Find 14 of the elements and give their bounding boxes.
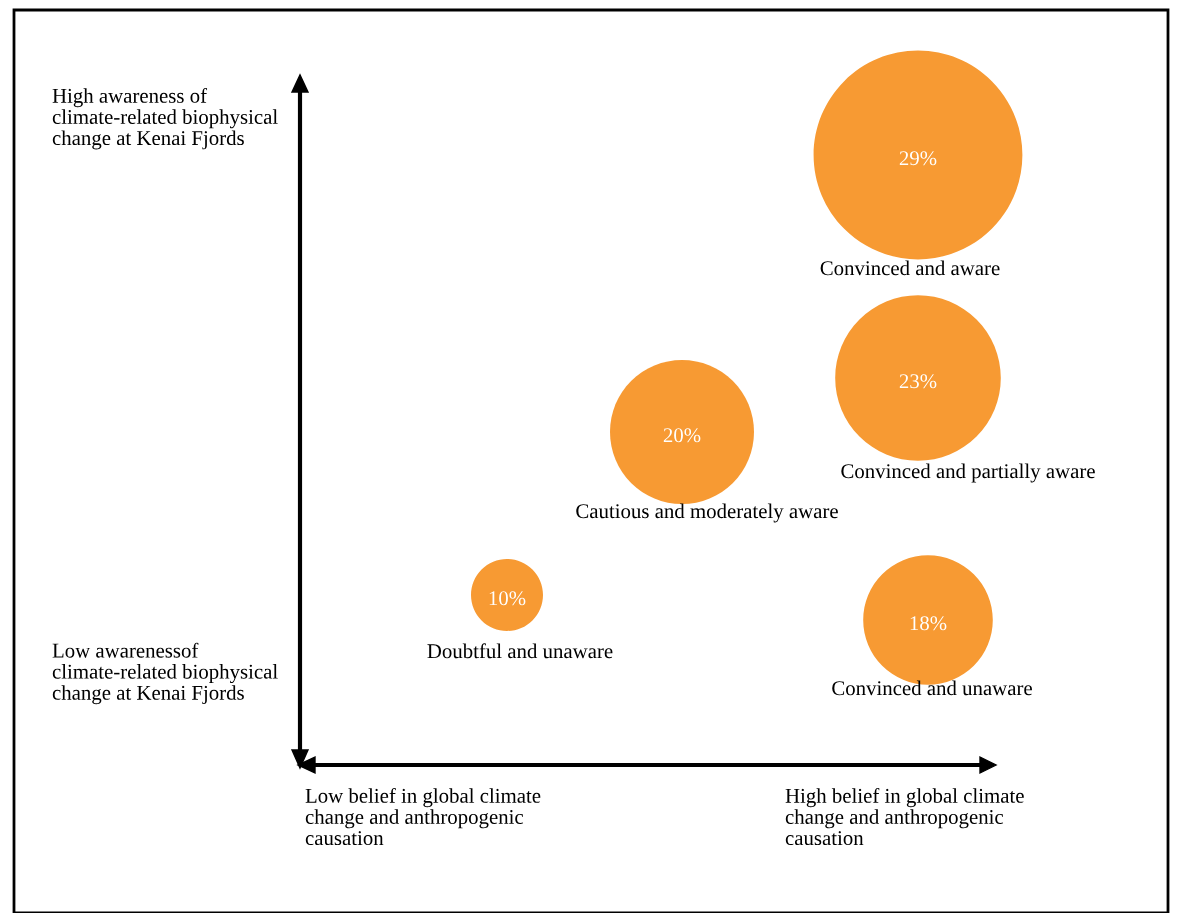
text: High belief in global climate change and anthropogenic causation (785, 788, 1024, 846)
category-label: Cautious and moderately aware (576, 503, 838, 523)
category-label: Convinced and partially aware (841, 463, 1095, 483)
category-label: Doubtful and unaware (427, 643, 613, 659)
data-label: 29% (899, 151, 937, 166)
category-label: Convinced and unaware (832, 680, 1032, 696)
data-label: 10% (489, 591, 526, 606)
data-label: 18% (910, 616, 947, 631)
data-label: 23% (899, 374, 937, 389)
category-label: Convinced and aware (820, 260, 1000, 276)
text: Low awarenessof climate-related biophysical change at Kenai Fjords (52, 642, 278, 705)
text: High awareness of climate-related biophysical change at Kenai Fjords (52, 88, 278, 150)
data-label: 20% (663, 428, 701, 443)
text: Low belief in global climate change and anthropogenic causation (305, 788, 541, 846)
